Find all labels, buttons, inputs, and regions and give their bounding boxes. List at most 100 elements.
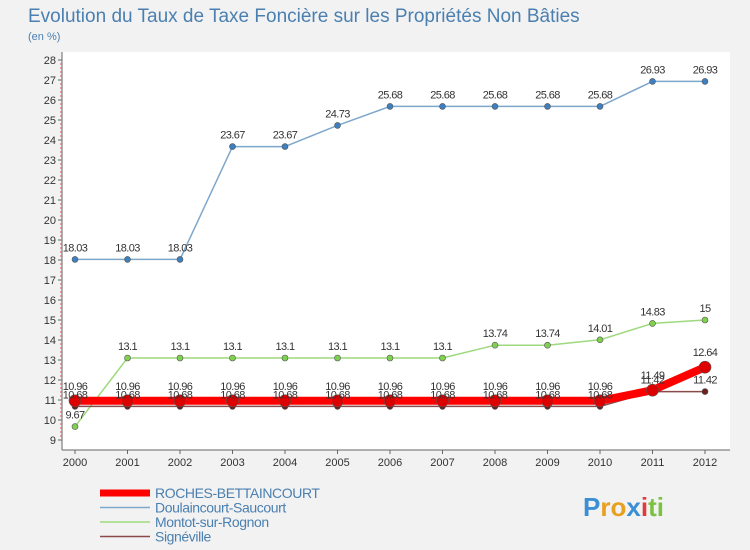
data-label-roches-bettaincourt: 10.96 [273,381,298,393]
y-tick-label: 20 [44,215,56,227]
point-roches-bettaincourt [488,394,502,408]
point-montot-sur-rognon [544,341,551,349]
x-tick-label: 2012 [693,457,717,469]
point-doulaincourt-saucourt [386,103,394,110]
point-doulaincourt-saucourt [491,103,499,110]
point-roches-bettaincourt [226,394,239,408]
point-montot-sur-rognon [71,423,79,430]
x-tick-label: 2005 [325,457,349,469]
chart-subtitle: (en %) [28,31,60,43]
data-label-doulaincourt-saucourt: 25.68 [483,89,508,101]
data-label-roches-bettaincourt: 10.96 [535,381,560,393]
data-label-montot-sur-rognon: 13.1 [118,341,137,353]
point-montot-sur-rognon [439,354,446,362]
data-label-sign-ville: 11.42 [693,375,717,387]
y-tick-label: 24 [44,135,56,147]
point-roches-bettaincourt [646,383,659,397]
logo-letter: P [583,492,600,522]
y-tick-label: 17 [44,275,56,287]
data-label-montot-sur-rognon: 13.1 [275,341,294,353]
data-label-doulaincourt-saucourt: 26.93 [693,64,718,76]
data-label-sign-ville: 10.68 [168,389,193,401]
logo-letter: i [641,492,648,522]
data-label-montot-sur-rognon: 13.1 [223,341,242,353]
data-label-doulaincourt-saucourt: 24.73 [325,108,350,120]
point-montot-sur-rognon [701,316,709,324]
data-label-sign-ville: 10.68 [63,389,88,401]
x-tick-label: 2003 [220,457,244,469]
data-label-roches-bettaincourt: 10.96 [325,381,350,393]
data-label-roches-bettaincourt: 10.96 [430,381,455,393]
chart-title: Evolution du Taux de Taxe Foncière sur l… [28,6,580,27]
data-label-sign-ville: 10.68 [220,389,245,401]
data-label-roches-bettaincourt: 10.96 [63,381,88,393]
data-label-sign-ville: 10.68 [115,389,140,401]
x-tick-label: 2000 [63,457,87,469]
data-label-doulaincourt-saucourt: 26.93 [640,64,665,76]
data-label-doulaincourt-saucourt: 18.03 [115,242,140,254]
point-roches-bettaincourt [698,360,712,374]
point-roches-bettaincourt [541,394,554,408]
tick-layer: 9 10 11 12 13 14 15 16 17 18 19 20 21 22 23 24 25 26 27 28 2… [44,55,717,469]
data-label-montot-sur-rognon: 13.1 [433,341,452,353]
point-montot-sur-rognon [649,320,656,327]
data-label-montot-sur-rognon: 13.1 [328,341,347,353]
point-doulaincourt-saucourt [439,103,446,110]
data-label-layer: 18.03 18.03 18.03 23.67 23.67 24.73 25.68 25.68… [63,64,719,421]
y-tick-label: 21 [44,195,56,207]
y-tick-label: 13 [44,355,56,367]
point-roches-bettaincourt [331,394,344,408]
legend-label-montot-sur-rognon: Montot-sur-Rognon [155,514,269,530]
y-tick-label: 28 [44,55,56,67]
point-roches-bettaincourt [436,394,449,408]
data-label-doulaincourt-saucourt: 25.68 [588,89,613,101]
data-label-doulaincourt-saucourt: 23.67 [273,130,298,142]
y-tick-label: 25 [44,115,56,127]
y-tick-label: 23 [44,155,56,167]
data-label-roches-bettaincourt: 10.96 [220,381,245,393]
point-montot-sur-rognon [491,341,499,349]
point-doulaincourt-saucourt [124,256,131,263]
y-tick-label: 11 [45,395,56,407]
x-tick-label: 2006 [378,457,402,469]
logo-letter: t [648,492,657,522]
point-montot-sur-rognon [334,354,341,362]
data-label-doulaincourt-saucourt: 25.68 [430,89,455,101]
point-doulaincourt-saucourt [229,143,236,150]
data-label-roches-bettaincourt: 11.49 [641,370,665,382]
point-doulaincourt-saucourt [544,103,551,110]
logo-letter: x [626,492,641,522]
point-doulaincourt-saucourt [701,78,709,85]
data-label-doulaincourt-saucourt: 25.68 [378,89,403,101]
point-doulaincourt-saucourt [649,78,656,85]
x-tick-label: 2008 [483,457,507,469]
y-tick-label: 15 [44,315,56,327]
data-label-doulaincourt-saucourt: 23.67 [220,130,245,142]
point-montot-sur-rognon [229,354,236,362]
series-layer [68,78,712,430]
legend-label-doulaincourt-saucourt: Doulaincourt-Saucourt [155,500,286,516]
point-doulaincourt-saucourt [596,103,604,110]
data-label-roches-bettaincourt: 10.96 [168,381,193,393]
data-label-sign-ville: 10.68 [378,389,403,401]
point-roches-bettaincourt [278,394,292,408]
y-tick-label: 22 [44,175,56,187]
data-label-montot-sur-rognon: 13.1 [170,341,189,353]
point-montot-sur-rognon [386,354,394,362]
point-sign-ville [701,388,709,395]
x-tick-label: 2009 [535,457,559,469]
data-label-sign-ville: 10.68 [483,389,508,401]
data-label-roches-bettaincourt: 10.96 [378,381,403,393]
x-tick-label: 2007 [430,457,454,469]
data-label-roches-bettaincourt: 10.96 [115,381,140,393]
data-label-doulaincourt-saucourt: 18.03 [63,242,88,254]
legend-label-sign-ville: Signéville [155,529,212,545]
point-doulaincourt-saucourt [281,143,289,150]
y-tick-label: 27 [44,75,56,87]
data-label-montot-sur-rognon: 14.01 [588,323,613,335]
plot-area [62,52,730,450]
point-doulaincourt-saucourt [334,122,341,129]
y-tick-label: 10 [44,415,56,427]
point-roches-bettaincourt [121,394,134,408]
